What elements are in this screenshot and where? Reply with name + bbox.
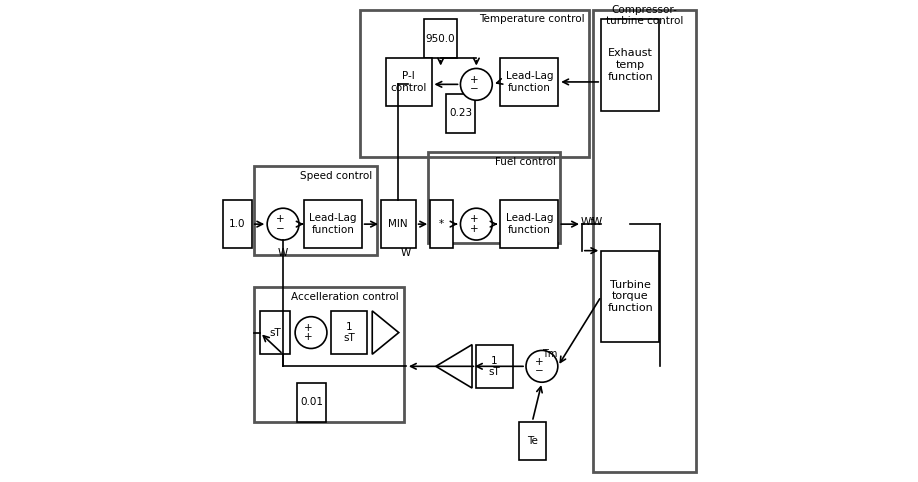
Bar [446,94,476,133]
Text: sT: sT [269,328,281,337]
Text: Temperature control: Temperature control [478,14,585,25]
Bar [360,10,589,157]
Bar [520,422,546,460]
Circle shape [295,317,327,348]
Bar [601,251,659,342]
Bar [476,345,512,388]
Bar [424,19,457,58]
Bar [223,200,252,248]
Text: W: W [592,217,602,227]
Text: Tm: Tm [542,349,557,359]
Text: −: − [276,224,285,234]
Text: Speed control: Speed control [300,171,372,181]
Bar [254,287,404,422]
Text: Exhaust
temp
function: Exhaust temp function [607,49,653,81]
Text: W: W [278,248,288,258]
Text: *: * [439,219,444,229]
Bar [331,311,367,354]
Text: P-I
control: P-I control [390,71,427,93]
Circle shape [461,68,492,100]
Bar [430,200,453,248]
Circle shape [461,208,492,240]
Text: Te: Te [527,436,538,446]
Bar [500,58,558,106]
Text: −: − [535,366,543,376]
Bar [381,200,416,248]
Bar [254,166,377,255]
Text: +: + [470,214,478,224]
Bar [386,58,431,106]
Bar [500,200,558,248]
Text: 1
sT: 1 sT [343,322,355,343]
Text: MIN: MIN [388,219,409,229]
Circle shape [267,208,299,240]
Text: Accelleration control: Accelleration control [291,292,398,302]
Bar [428,152,560,243]
Text: 0.23: 0.23 [450,108,473,118]
Circle shape [526,350,558,382]
Text: W: W [401,248,411,258]
Text: +: + [305,323,313,333]
Text: 950.0: 950.0 [426,34,455,43]
Bar [592,10,696,472]
Text: Wf: Wf [581,217,595,227]
Text: Lead-Lag
function: Lead-Lag function [506,71,554,93]
Text: −: − [470,84,478,94]
Polygon shape [436,345,472,388]
Text: +: + [470,224,478,234]
Text: Compressor-
turbine control: Compressor- turbine control [606,5,683,27]
Text: +: + [470,75,478,84]
Text: +: + [305,333,313,342]
Bar [297,383,327,422]
Text: 1
sT: 1 sT [488,356,500,377]
Bar [601,19,659,111]
Text: Lead-Lag
function: Lead-Lag function [309,214,356,235]
Polygon shape [372,311,398,354]
Bar [260,311,290,354]
Text: +: + [535,357,543,366]
Text: Lead-Lag
function: Lead-Lag function [506,214,554,235]
Text: 1.0: 1.0 [229,219,245,229]
Bar [304,200,362,248]
Text: Turbine
torque
function: Turbine torque function [607,280,653,313]
Text: 0.01: 0.01 [300,398,323,407]
Text: Fuel control: Fuel control [495,157,555,167]
Text: +: + [276,214,285,224]
